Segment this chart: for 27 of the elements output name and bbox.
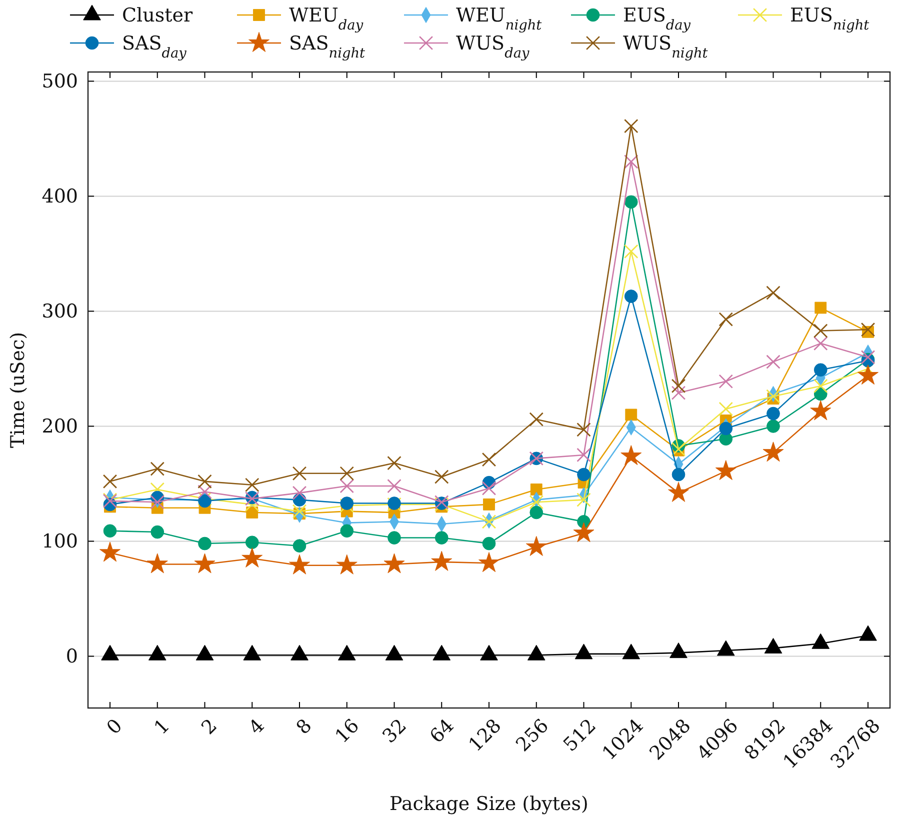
y-tick-label: 300 [42, 300, 78, 322]
x-tick-label: 16 [330, 714, 364, 748]
y-axis-title: Time (uSec) [7, 332, 29, 448]
x-tick-label: 2 [197, 714, 222, 739]
y-tick-label: 100 [42, 530, 78, 552]
legend-label: EUS$_{night}$ [790, 4, 870, 34]
y-tick-label: 200 [42, 415, 78, 438]
x-tick-label: 4 [244, 714, 269, 739]
legend-label: Cluster [122, 4, 194, 27]
legend-label: WEU$_{night}$ [456, 4, 542, 34]
legend-label: SAS$_{night}$ [289, 32, 366, 62]
x-tick-label: 128 [464, 714, 506, 756]
y-tick-label: 0 [66, 645, 78, 668]
x-tick-label: 32 [378, 714, 411, 748]
y-tick-label: 500 [42, 70, 78, 92]
x-tick-label: 1 [150, 714, 174, 739]
x-tick-label: 0 [102, 714, 127, 739]
x-tick-label: 8 [292, 714, 316, 739]
legend-label: WUS$_{day}$ [456, 32, 530, 62]
legend-label: EUS$_{day}$ [623, 4, 691, 34]
x-tick-label: 512 [559, 714, 600, 756]
x-axis-title: Package Size (bytes) [390, 793, 588, 815]
legend-label: SAS$_{day}$ [122, 32, 187, 62]
y-tick-label: 400 [42, 185, 78, 208]
legend-label: WEU$_{day}$ [289, 4, 364, 34]
x-tick-label: 64 [426, 714, 458, 748]
legend-label: WUS$_{night}$ [623, 32, 708, 62]
